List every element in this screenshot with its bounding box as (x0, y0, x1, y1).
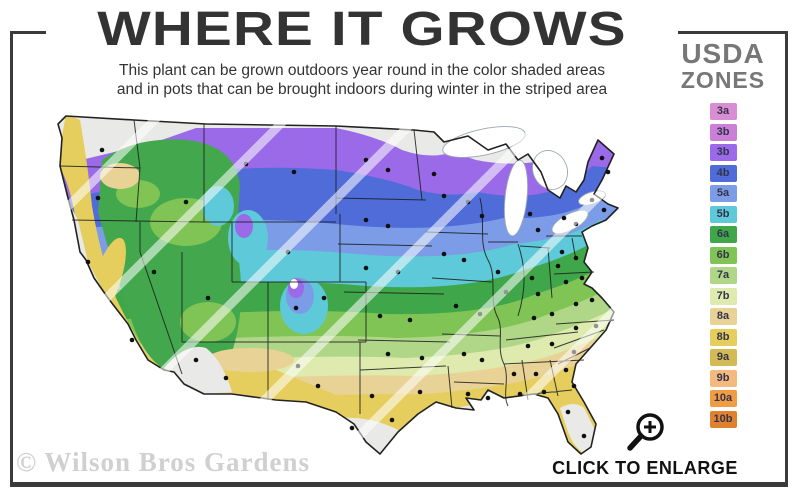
legend-title-usda: USDA (681, 38, 765, 69)
zone-chip-3b: 3b (709, 123, 737, 141)
watermark: © Wilson Bros Gardens (16, 447, 310, 477)
zone-chip-10b: 10b (709, 410, 737, 428)
zone-chip-5b: 5b (709, 205, 737, 223)
us-hardiness-zone-map[interactable] (36, 102, 670, 472)
zone-chip-4b: 4b (709, 164, 737, 182)
zone-chip-6a: 6a (709, 226, 737, 244)
zone-chip-3b: 3b (709, 144, 737, 162)
zone-chip-9a: 9a (709, 349, 737, 367)
legend-zones: 3a 3b 3b 4b 5a 5b 6a 6b 7a 7b 8a 8b 9a 9b 10a 10b (680, 103, 766, 428)
zone-chip-7b: 7b (709, 287, 737, 305)
header: WHERE IT GROWS This plant can be grown o… (46, 0, 678, 104)
click-to-enlarge[interactable]: CLICK TO ENLARGE (545, 410, 745, 479)
zone-chip-10a: 10a (709, 390, 737, 408)
cta-label[interactable]: CLICK TO ENLARGE (552, 458, 738, 478)
usda-zones-legend: USDA ZONES 3a 3b 3b 4b 5a 5b 6a 6b 7a 7b 8a 8b 9a 9b 1… (680, 40, 766, 431)
zone-chip-5a: 5a (709, 185, 737, 203)
zone-chip-9b: 9b (709, 369, 737, 387)
zone-chip-3a: 3a (709, 103, 737, 121)
page-title: WHERE IT GROWS (97, 3, 627, 56)
zone-chip-8b: 8b (709, 328, 737, 346)
subtitle-line2: and in pots that can be brought indoors … (116, 81, 608, 99)
zone-chip-7a: 7a (709, 267, 737, 285)
legend-title-zones: ZONES (680, 67, 766, 93)
zone-chip-6b: 6b (709, 246, 737, 264)
magnifier-plus-icon[interactable] (621, 410, 669, 456)
zone-chip-8a: 8a (709, 308, 737, 326)
subtitle-line1: This plant can be grown outdoors year ro… (119, 62, 605, 79)
